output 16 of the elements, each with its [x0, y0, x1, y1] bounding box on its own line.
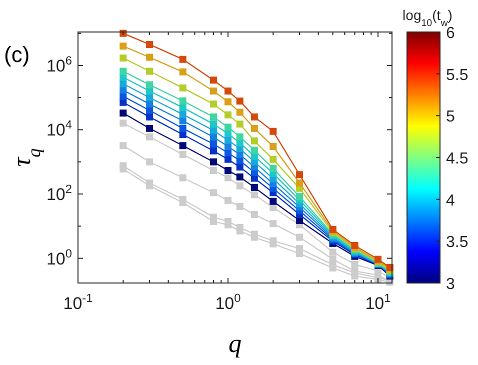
y-tick-label: 10$^{0}$	[46, 246, 72, 268]
color-bar-label: 5	[446, 108, 455, 126]
color-bar-label: 4.5	[446, 150, 468, 168]
x-tick-label: 10$^{1}$	[365, 291, 392, 313]
x-tick-label: 10$^{0}$	[215, 291, 242, 313]
x-tick-label: 10$^{-1}$	[63, 291, 94, 313]
color-bar-label: 3	[446, 276, 455, 293]
y-tick-label: 10$^{6}$	[46, 53, 72, 76]
text: (c)	[4, 42, 30, 67]
color-bar-label: 3.5	[446, 234, 468, 252]
color-bar-label: 4	[446, 192, 455, 210]
color-bar-label: 6	[446, 25, 455, 42]
y-tick-label: 10$^{4}$	[46, 118, 72, 140]
x-axis-title: q	[228, 329, 242, 358]
color-bar-label: 5.5	[446, 66, 468, 84]
y-tick-label: 10$^{2}$	[46, 182, 72, 204]
